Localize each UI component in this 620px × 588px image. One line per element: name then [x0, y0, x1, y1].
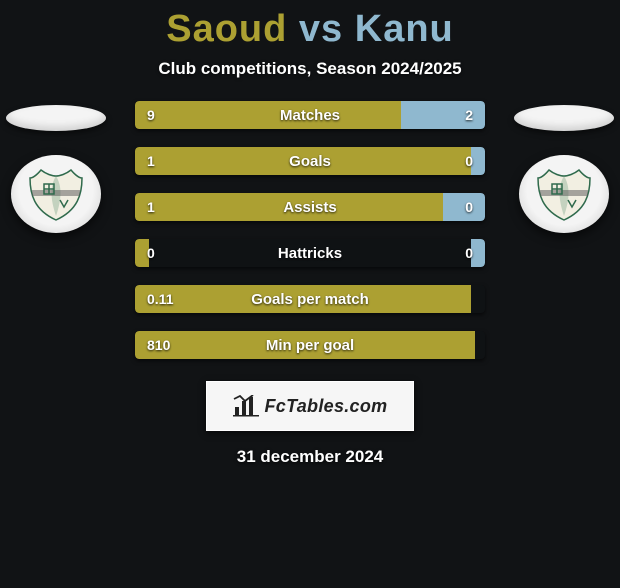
date-label: 31 december 2024	[0, 447, 620, 467]
bar-fill-a	[135, 285, 471, 313]
bar-fill-a	[135, 101, 401, 129]
bar-fill-b	[443, 193, 485, 221]
source-logo: FcTables.com	[206, 381, 414, 431]
comparison-bars: Matches92 Goals10 Assists10 Hattricks00 Goal…	[135, 101, 485, 359]
metric-row: Matches92	[135, 101, 485, 129]
player-a-name: Saoud	[166, 8, 287, 50]
page-title: Saoud vs Kanu	[0, 8, 620, 51]
player-a-crest-icon	[11, 155, 101, 233]
barchart-icon	[233, 395, 259, 417]
metric-row: Goals per match0.11	[135, 285, 485, 313]
bar-fill-a	[135, 193, 443, 221]
bar-fill-a	[135, 331, 475, 359]
metric-row: Hattricks00	[135, 239, 485, 267]
bar-fill-a	[135, 239, 149, 267]
player-a-ellipse-icon	[6, 105, 106, 131]
player-b-crest-icon	[519, 155, 609, 233]
crest-svg	[534, 164, 594, 224]
subtitle: Club competitions, Season 2024/2025	[0, 59, 620, 79]
player-b-name: Kanu	[355, 8, 454, 50]
bar-fill-b	[471, 239, 485, 267]
bar-fill-b	[401, 101, 485, 129]
vs-word: vs	[299, 8, 343, 50]
metric-row: Goals10	[135, 147, 485, 175]
player-b-ellipse-icon	[514, 105, 614, 131]
metric-row: Min per goal810	[135, 331, 485, 359]
bar-fill-a	[135, 147, 471, 175]
player-b-badges	[514, 105, 614, 233]
player-a-badges	[6, 105, 106, 233]
crest-svg	[26, 164, 86, 224]
source-logo-text: FcTables.com	[265, 396, 388, 417]
comparison-area: Matches92 Goals10 Assists10 Hattricks00 Goal…	[0, 101, 620, 359]
bar-fill-b	[471, 147, 485, 175]
metric-row: Assists10	[135, 193, 485, 221]
